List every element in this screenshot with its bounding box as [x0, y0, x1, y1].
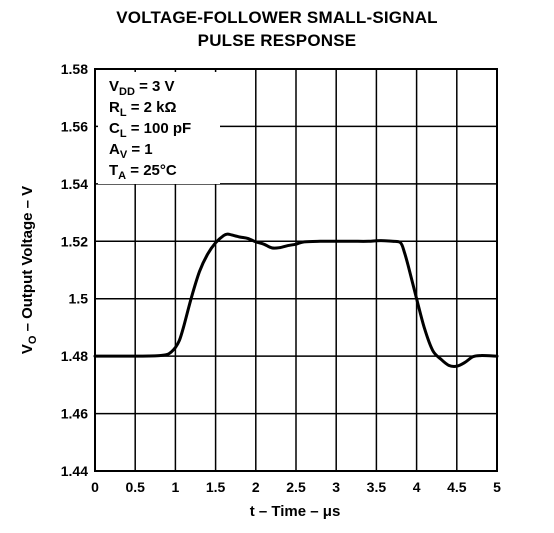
y-axis-label-main: V: [19, 344, 36, 354]
condition-value: = 2 kΩ: [127, 99, 177, 116]
x-tick-label: 0: [91, 479, 99, 495]
y-tick-label: 1.46: [61, 406, 88, 422]
plot-frame: [94, 68, 498, 472]
condition-symbol: V: [109, 78, 119, 95]
y-axis-label-sub: O: [27, 335, 39, 344]
x-tick-label: 4.5: [447, 479, 467, 495]
x-tick-label: 1: [172, 479, 180, 495]
conditions-box-background: [98, 72, 220, 184]
x-tick-labels: 0 0.5 1 1.5 2 2.5 3 3.5 4 4.5 5: [91, 479, 501, 495]
x-tick-label: 3: [332, 479, 340, 495]
condition-value: = 1: [127, 141, 152, 158]
y-tick-label: 1.52: [61, 233, 88, 249]
condition-symbol: C: [109, 120, 120, 137]
condition-line: TA = 25°C: [109, 162, 177, 182]
condition-line: RL = 2 kΩ: [109, 99, 177, 119]
x-axis-label: t – Time – μs: [250, 503, 341, 520]
y-tick-label: 1.48: [61, 348, 88, 364]
y-tick-label: 1.56: [61, 118, 88, 134]
condition-subscript: DD: [119, 86, 135, 98]
condition-value: = 25°C: [126, 162, 177, 179]
condition-subscript: V: [120, 149, 128, 161]
y-tick-label: 1.5: [69, 291, 89, 307]
y-tick-label: 1.54: [61, 176, 88, 192]
y-axis-label-rest: – Output Voltage – V: [19, 186, 36, 336]
condition-subscript: A: [118, 170, 126, 182]
condition-subscript: L: [120, 128, 127, 140]
y-tick-label: 1.58: [61, 61, 88, 77]
x-tick-label: 5: [493, 479, 501, 495]
condition-symbol: T: [109, 162, 118, 179]
x-tick-label: 1.5: [206, 479, 226, 495]
y-axis-label: VO – Output Voltage – V: [19, 186, 39, 354]
condition-symbol: A: [109, 141, 120, 158]
x-tick-label: 0.5: [125, 479, 145, 495]
chart-title-line2: PULSE RESPONSE: [197, 31, 357, 50]
x-tick-label: 4: [413, 479, 421, 495]
x-tick-label: 3.5: [367, 479, 387, 495]
condition-value: = 3 V: [135, 78, 175, 95]
condition-subscript: L: [120, 107, 127, 119]
x-tick-label: 2.5: [286, 479, 306, 495]
y-tick-label: 1.44: [61, 463, 88, 479]
condition-line: VDD = 3 V: [109, 78, 175, 98]
condition-symbol: R: [109, 99, 120, 116]
output-voltage-line: [93, 232, 499, 368]
condition-line: AV = 1: [109, 141, 153, 161]
condition-value: = 100 pF: [127, 120, 192, 137]
chart-title-line1: VOLTAGE-FOLLOWER SMALL-SIGNAL: [116, 8, 438, 27]
x-tick-label: 2: [252, 479, 260, 495]
condition-line: CL = 100 pF: [109, 120, 191, 140]
y-tick-labels: 1.58 1.56 1.54 1.52 1.5 1.48 1.46 1.44: [61, 61, 88, 479]
